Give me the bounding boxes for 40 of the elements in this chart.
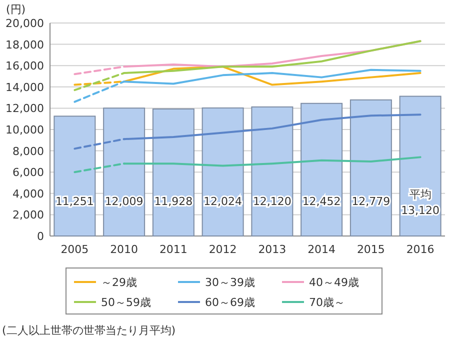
y-tick-label: 8,000 <box>12 144 44 158</box>
bar <box>54 116 96 236</box>
y-tick-label: 10,000 <box>6 124 44 136</box>
x-tick-label: 2010 <box>110 243 138 256</box>
legend-label: 60～69歳 <box>205 296 255 309</box>
legend-label: ～29歳 <box>101 276 137 289</box>
y-tick-label: 2,000 <box>12 208 44 222</box>
text: (二人以上世帯の世帯当たり月平均) <box>2 324 176 337</box>
data-label: 12,120 <box>252 195 292 208</box>
x-tick-label: 2012 <box>208 243 237 256</box>
bar <box>103 108 146 236</box>
y-tick-label: 18,000 <box>6 38 44 52</box>
x-tick-label: 2011 <box>159 243 188 256</box>
bar <box>300 102 343 236</box>
y-tick-label: 4,000 <box>12 187 44 200</box>
data-label: 12,452 <box>302 195 341 208</box>
x-tick-label: 2005 <box>60 243 89 256</box>
y-tick-label: 20,000 <box>6 17 44 30</box>
data-label: 12,024 <box>204 195 242 208</box>
legend-label: 40～49歳 <box>309 276 359 289</box>
y-tick-label: 6,000 <box>12 166 44 180</box>
y-tick-label: 12,000 <box>6 102 44 116</box>
data-label: 12,779 <box>352 195 390 208</box>
bar <box>350 99 392 236</box>
annotation: 平均 <box>409 188 432 201</box>
legend-label: 70歳～ <box>309 296 345 309</box>
data-label: 11,251 <box>55 195 94 208</box>
y-tick-label: 14,000 <box>6 80 44 94</box>
x-tick-label: 2014 <box>308 243 336 256</box>
data-label: 11,928 <box>154 195 193 208</box>
legend-label: 50～59歳 <box>101 296 151 309</box>
y-axis-title: (円) <box>6 3 26 16</box>
data-label: 12,009 <box>104 195 144 208</box>
legend-label: 30～39歳 <box>205 276 255 289</box>
y-tick-label: 16,000 <box>6 60 44 73</box>
x-tick-label: 2015 <box>356 243 385 256</box>
x-tick-label: 2016 <box>406 243 434 256</box>
x-tick-label: 2013 <box>258 243 286 256</box>
data-label: 13,120 <box>401 204 440 217</box>
y-tick-label: 0 <box>37 230 44 243</box>
